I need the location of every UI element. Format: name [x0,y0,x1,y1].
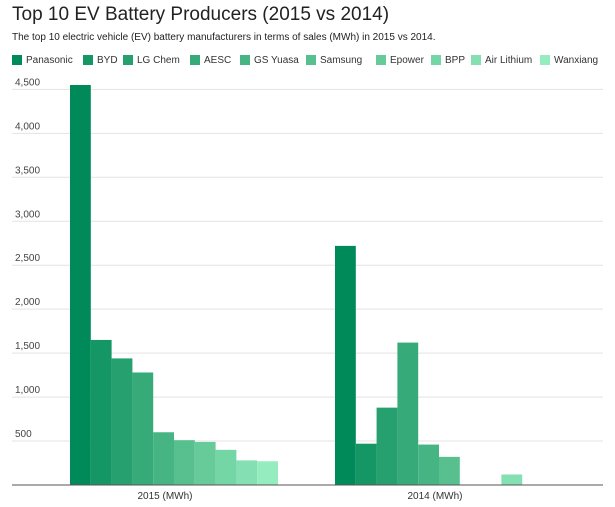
legend-item: Wanxiang [540,54,598,66]
bar-byd-1 [355,443,377,485]
bar-lg-chem-1 [376,407,398,485]
legend-swatch [123,55,133,65]
chart-title: Top 10 EV Battery Producers (2015 vs 201… [12,4,390,25]
legend-item: BPP [431,54,465,66]
legend-item: LG Chem [123,54,180,66]
bar-air-lithium-0 [236,460,258,485]
legend-swatch [376,55,386,65]
bar-panasonic-0 [70,85,91,485]
legend-swatch [431,55,441,65]
legend-label: GS Yuasa [254,54,299,66]
legend-label: Wanxiang [554,54,599,66]
bar-lg-chem-0 [111,358,133,485]
bar-aesc-1 [397,342,419,485]
legend-item: Panasonic [12,54,73,66]
legend-label: Panasonic [26,54,73,66]
legend-swatch [540,55,550,65]
bar-air-lithium-1 [501,474,523,485]
y-tick-label: 1,000 [15,385,40,396]
legend-label: Air Lithium [485,54,533,66]
bar-wanxiang-0 [257,461,278,485]
legend: Panasonic BYD LG Chem AESC GS Yuasa Samsung Ep… [12,54,612,68]
bar-aesc-0 [132,372,154,485]
legend-swatch [190,55,200,65]
legend-item: Epower [376,54,424,66]
legend-item: Samsung [306,54,362,66]
y-tick-label: 2,000 [15,297,40,308]
legend-label: AESC [204,54,232,66]
legend-swatch [12,55,22,65]
legend-label: Samsung [320,54,363,66]
y-tick-label: 3,500 [15,165,40,176]
legend-item: Air Lithium [471,54,532,66]
y-tick-label: 4,500 [15,77,40,88]
legend-item: AESC [190,54,231,66]
y-tick-label: 3,000 [15,209,40,220]
bar-gs-yuasa-1 [418,444,439,485]
legend-label: BYD [97,54,118,66]
bar-epower-0 [194,441,216,485]
y-tick-label: 500 [15,429,32,440]
bar-panasonic-1 [335,245,356,485]
y-tick-label: 4,000 [15,121,40,132]
y-tick-label: 1,500 [15,341,40,352]
legend-label: LG Chem [137,54,180,66]
bar-bpp-0 [215,449,237,485]
legend-swatch [471,55,481,65]
legend-label: Epower [390,54,424,66]
y-tick-label: 2,500 [15,253,40,264]
legend-item: BYD [83,54,118,66]
legend-item: GS Yuasa [240,54,299,66]
legend-swatch [306,55,316,65]
chart-subtitle: The top 10 electric vehicle (EV) battery… [12,32,436,43]
legend-swatch [240,55,250,65]
legend-swatch [83,55,93,65]
x-category-label: 2014 (MWh) [407,491,462,502]
bar-byd-0 [90,339,112,485]
bar-samsung-1 [439,456,460,485]
bar-samsung-0 [174,440,195,485]
legend-label: BPP [445,54,466,66]
x-category-label: 2015 (MWh) [137,491,192,502]
bar-gs-yuasa-0 [153,432,174,485]
